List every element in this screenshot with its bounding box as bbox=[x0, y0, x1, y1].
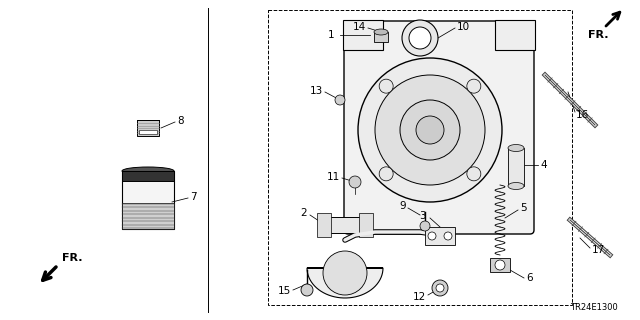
Text: 1: 1 bbox=[328, 30, 334, 40]
Circle shape bbox=[467, 79, 481, 93]
Text: 4: 4 bbox=[540, 160, 547, 170]
Text: 3: 3 bbox=[419, 211, 426, 221]
FancyBboxPatch shape bbox=[344, 21, 534, 234]
Circle shape bbox=[416, 116, 444, 144]
Bar bbox=[508, 148, 524, 186]
Circle shape bbox=[323, 251, 367, 295]
Circle shape bbox=[358, 58, 502, 202]
Circle shape bbox=[335, 95, 345, 105]
Bar bbox=[495, 20, 535, 50]
Text: 15: 15 bbox=[278, 286, 291, 296]
Circle shape bbox=[495, 260, 505, 270]
Circle shape bbox=[379, 167, 393, 181]
Circle shape bbox=[420, 221, 430, 231]
Circle shape bbox=[402, 20, 438, 56]
Bar bbox=[343, 20, 383, 50]
Circle shape bbox=[436, 284, 444, 292]
Text: 6: 6 bbox=[526, 273, 532, 283]
Text: TR24E1300: TR24E1300 bbox=[570, 303, 618, 312]
Circle shape bbox=[375, 75, 485, 185]
Text: 13: 13 bbox=[310, 86, 323, 96]
Circle shape bbox=[400, 100, 460, 160]
Bar bbox=[268, 10, 572, 305]
Polygon shape bbox=[307, 268, 383, 298]
Text: 12: 12 bbox=[413, 292, 426, 302]
Text: 7: 7 bbox=[190, 192, 196, 202]
Text: 14: 14 bbox=[353, 22, 366, 32]
Text: 5: 5 bbox=[520, 203, 527, 213]
Ellipse shape bbox=[508, 145, 524, 151]
Bar bbox=[374, 32, 388, 42]
Bar bbox=[122, 171, 174, 181]
Bar bbox=[317, 213, 331, 237]
Bar bbox=[325, 217, 365, 233]
Text: FR.: FR. bbox=[588, 30, 608, 40]
Text: 17: 17 bbox=[592, 245, 605, 255]
Text: 9: 9 bbox=[399, 201, 406, 211]
Bar bbox=[425, 227, 455, 245]
Bar bbox=[359, 213, 373, 237]
Circle shape bbox=[349, 176, 361, 188]
Text: 11: 11 bbox=[327, 172, 340, 182]
Bar bbox=[137, 120, 159, 136]
Text: FR.: FR. bbox=[62, 253, 83, 263]
Bar bbox=[122, 203, 174, 229]
Circle shape bbox=[301, 284, 313, 296]
Circle shape bbox=[467, 167, 481, 181]
Bar bbox=[139, 130, 157, 134]
Circle shape bbox=[379, 79, 393, 93]
Bar bbox=[122, 171, 174, 229]
Text: 10: 10 bbox=[457, 22, 470, 32]
Ellipse shape bbox=[122, 167, 174, 175]
Circle shape bbox=[409, 27, 431, 49]
Circle shape bbox=[432, 280, 448, 296]
Ellipse shape bbox=[508, 182, 524, 189]
Bar bbox=[490, 258, 510, 272]
Circle shape bbox=[444, 232, 452, 240]
Text: 16: 16 bbox=[576, 110, 589, 120]
Ellipse shape bbox=[374, 29, 388, 35]
Circle shape bbox=[428, 232, 436, 240]
Text: 8: 8 bbox=[177, 116, 184, 126]
Text: 2: 2 bbox=[300, 208, 307, 218]
